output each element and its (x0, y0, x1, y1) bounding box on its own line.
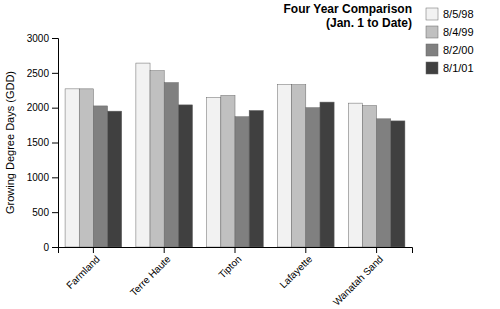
y-tick-label: 2500 (27, 68, 50, 79)
bar (235, 117, 249, 247)
y-tick: 500 (32, 207, 58, 218)
bar (65, 89, 79, 247)
tick-mark (52, 247, 58, 248)
tick-mark (52, 143, 58, 144)
axis-line (52, 39, 59, 248)
legend-item: 8/2/00 (426, 44, 474, 56)
legend-item: 8/1/01 (426, 62, 474, 74)
chart: Farmland Terre Haute Tipton Lafayette Wanata… (0, 0, 500, 309)
legend-swatch (426, 26, 438, 38)
tick-mark (376, 247, 377, 253)
tick-mark (164, 247, 165, 253)
legend-item: 8/5/98 (426, 8, 474, 20)
bar (207, 98, 221, 247)
y-tick-label: 3000 (27, 33, 50, 44)
y-tick: 1000 (27, 172, 58, 183)
bar (306, 108, 320, 247)
bar (150, 71, 164, 247)
bar (79, 89, 93, 247)
bar (221, 95, 235, 247)
tick-mark (305, 247, 306, 253)
tick-mark (52, 177, 58, 178)
title-line: (Jan. 1 to Date) (326, 16, 412, 30)
y-tick: 2500 (27, 68, 58, 79)
legend-label: 8/2/00 (443, 44, 474, 56)
legend-label: 8/1/01 (443, 62, 474, 74)
bar (377, 119, 391, 247)
title-line: Four Year Comparison (284, 2, 412, 16)
bar (292, 85, 306, 247)
plot: Farmland Terre Haute Tipton Lafayette Wanata… (27, 33, 413, 308)
axis-line (59, 248, 413, 254)
tick-mark (52, 73, 58, 74)
legend-label: 8/5/98 (443, 8, 474, 20)
bar (164, 83, 178, 247)
tick-mark (52, 212, 58, 213)
bar (178, 105, 192, 247)
x-tick: Terre Haute (128, 247, 173, 298)
bar (249, 110, 263, 247)
y-axis-label: Growing Degree Days (GDD) (4, 71, 16, 214)
y-tick-label: 500 (32, 207, 49, 218)
legend-swatch (426, 8, 438, 20)
bar (362, 106, 376, 247)
legend-swatch (426, 44, 438, 56)
x-tick-label: Wanatah Sand (331, 253, 385, 307)
x-tick: Farmland (64, 247, 102, 291)
tick-mark (235, 247, 236, 253)
bar (320, 102, 334, 247)
y-tick-label: 1000 (27, 172, 50, 183)
bar-series (108, 102, 405, 247)
y-tick-label: 0 (43, 242, 49, 253)
bar (277, 85, 291, 247)
legend-item: 8/4/99 (426, 26, 474, 38)
bars (65, 63, 405, 247)
bar (136, 63, 150, 247)
bar-series (79, 71, 376, 247)
tick-mark (52, 38, 58, 39)
y-tick-label: 2000 (27, 102, 50, 113)
x-tick: Wanatah Sand (331, 247, 385, 308)
x-axis: Farmland Terre Haute Tipton Lafayette Wanata… (59, 247, 413, 308)
x-tick-label: Terre Haute (128, 253, 173, 298)
bar-series (65, 63, 362, 247)
legend-label: 8/4/99 (443, 26, 474, 38)
x-tick-label: Farmland (64, 253, 102, 291)
legend: 8/5/98 8/4/99 8/2/00 8/1/01 (426, 8, 474, 74)
x-tick: Lafayette (277, 247, 314, 290)
x-tick-label: Lafayette (277, 253, 314, 290)
x-tick: Tipton (216, 247, 243, 281)
y-tick-label: 1500 (27, 137, 50, 148)
tick-mark (93, 247, 94, 253)
title: Four Year Comparison(Jan. 1 to Date) (284, 2, 412, 30)
y-axis: 0 500 1000 1500 2000 2500 3000 (27, 33, 59, 253)
tick-mark (52, 108, 58, 109)
y-tick: 2000 (27, 102, 58, 113)
x-tick-label: Tipton (216, 253, 243, 280)
y-tick: 1500 (27, 137, 58, 148)
y-tick: 3000 (27, 33, 58, 44)
y-tick: 0 (43, 242, 58, 253)
bar (93, 106, 107, 247)
bar (391, 121, 405, 247)
bar (108, 111, 122, 247)
bar-series (93, 83, 390, 247)
legend-swatch (426, 62, 438, 74)
bar (348, 103, 362, 247)
